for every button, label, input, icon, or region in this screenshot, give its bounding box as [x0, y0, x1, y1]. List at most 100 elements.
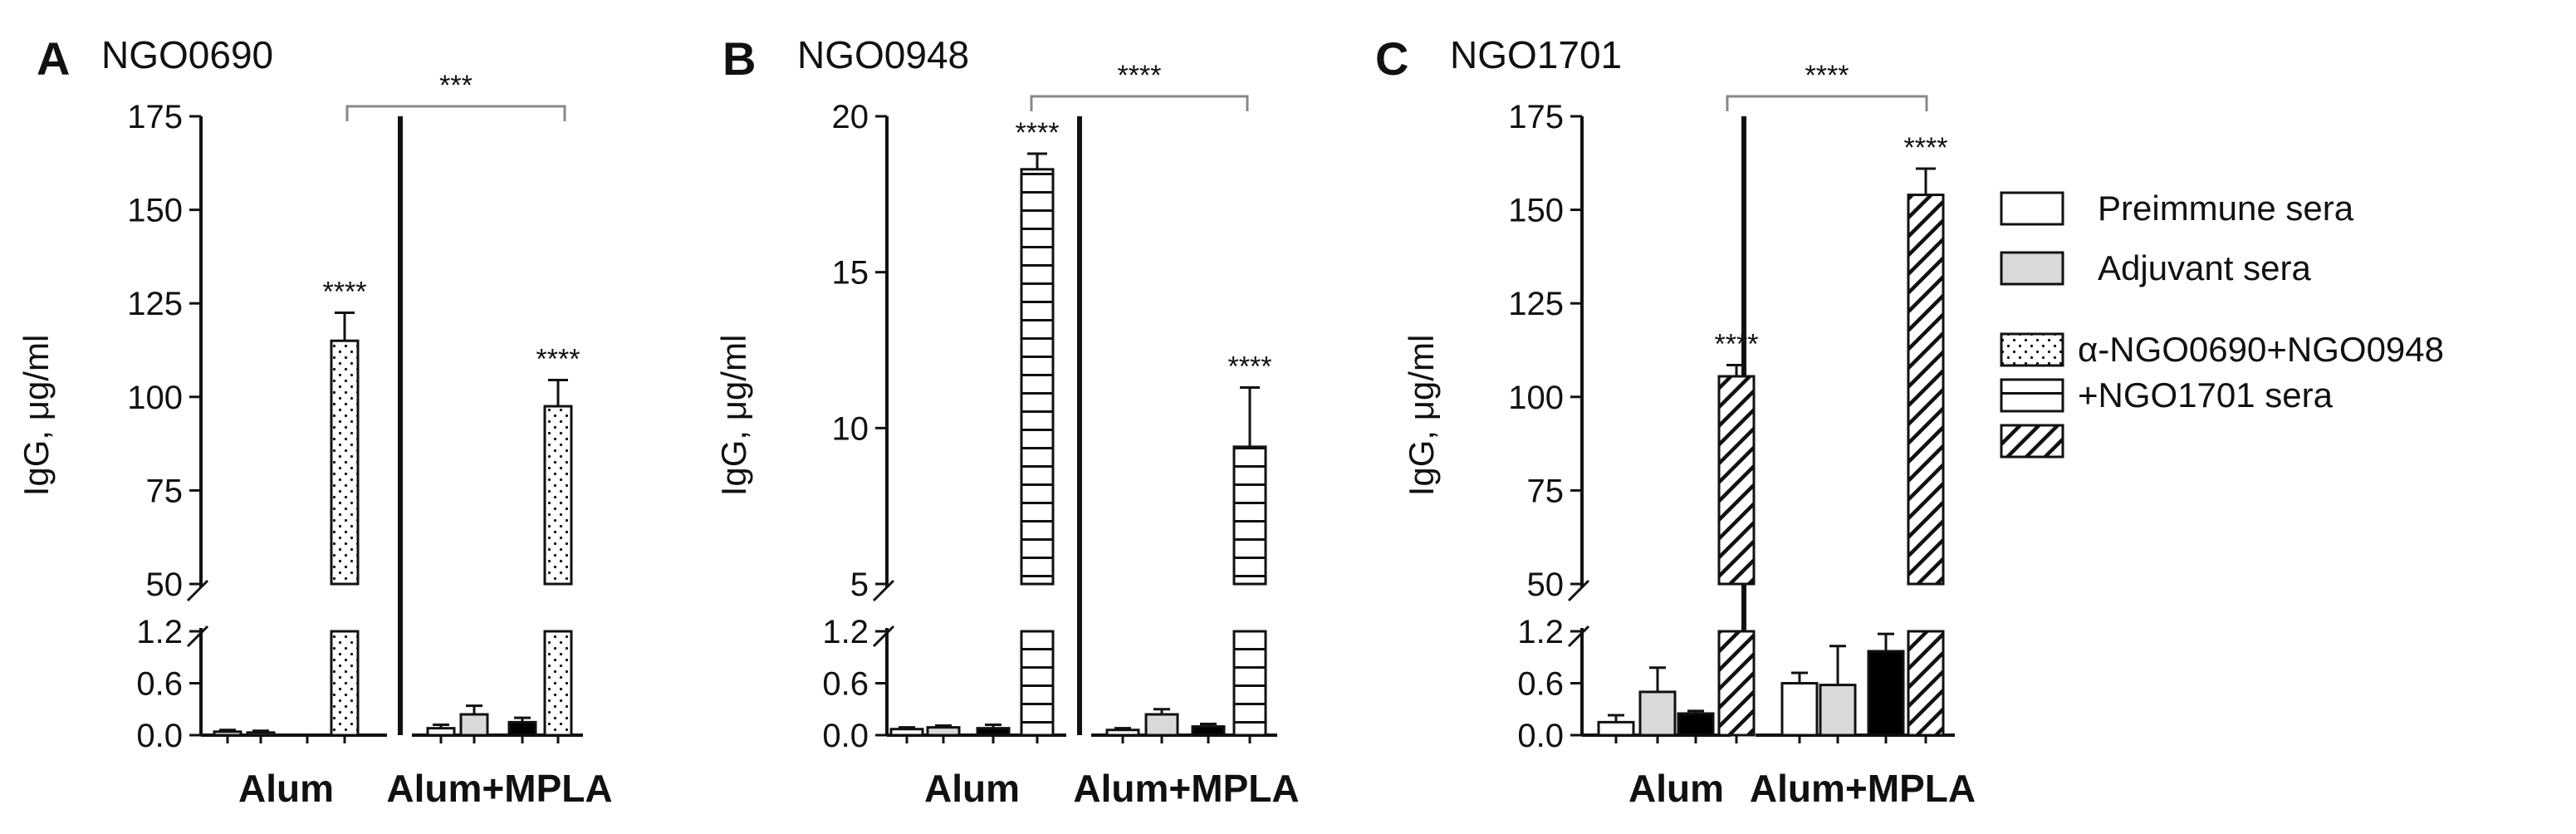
- legend-swatch: [2000, 424, 2064, 459]
- bar: [1191, 725, 1226, 737]
- bar: [1780, 682, 1819, 737]
- bar: [543, 405, 573, 586]
- panel-title: NGO0948: [797, 33, 969, 76]
- legend-item: [2000, 424, 2064, 459]
- significance-bracket: [345, 105, 566, 121]
- panel-letter: C: [1375, 32, 1408, 85]
- panel-letter: B: [722, 32, 756, 85]
- chart-panel-B: B NGO0948 IgG, μg/ml 5 10 15 20 0.0 0.6 1.2 Alum Al…: [714, 32, 1300, 810]
- y-tick-label: 0.6: [1517, 666, 1564, 703]
- bar: [1907, 630, 1945, 737]
- y-tick-label: 0.0: [136, 718, 183, 754]
- y-tick-label: 15: [832, 255, 869, 292]
- legend-swatch: [2000, 191, 2064, 226]
- chart-panels: A NGO0690 IgG, μg/ml 50 75 100 125 150 175 0.0 0.6…: [17, 32, 1976, 810]
- y-tick-label: 1.2: [136, 614, 183, 650]
- y-tick-label: 1.2: [1517, 614, 1564, 650]
- axis-break-mark: [186, 579, 209, 602]
- significance-label: ****: [323, 276, 367, 307]
- bar: [1105, 729, 1140, 737]
- y-tick-label: 0.0: [1517, 718, 1564, 754]
- y-tick-label: 0.0: [822, 718, 869, 754]
- y-tick-label: 20: [832, 99, 869, 135]
- x-category-label: Alum+MPLA: [386, 767, 612, 810]
- chart-panel-A: A NGO0690 IgG, μg/ml 50 75 100 125 150 175 0.0 0.6…: [17, 32, 613, 810]
- legend-item: α-NGO0690+NGO0948: [2000, 330, 2444, 369]
- significance-label: ****: [1228, 351, 1272, 383]
- y-tick-label: 75: [1527, 473, 1565, 509]
- axis-break-mark: [186, 625, 209, 648]
- bar: [1597, 720, 1635, 737]
- y-axis-title: IgG, μg/ml: [1402, 335, 1441, 497]
- bar: [1232, 630, 1267, 737]
- y-tick-label: 100: [127, 380, 183, 416]
- x-category-label: Alum: [924, 767, 1020, 810]
- significance-bracket: [1726, 95, 1928, 111]
- y-tick-label: 125: [127, 286, 183, 322]
- x-category-label: Alum+MPLA: [1073, 767, 1299, 810]
- bar: [1819, 684, 1857, 737]
- y-tick-label: 0.6: [136, 666, 183, 703]
- bar: [543, 630, 573, 737]
- bar: [1867, 650, 1905, 737]
- bar: [1020, 168, 1055, 586]
- y-tick-label: 100: [1508, 380, 1564, 416]
- legend-label: +NGO1701 sera: [2078, 375, 2334, 415]
- chart-panel-C: C NGO1701 IgG, μg/ml 50 75 100 125 150 175 0.0 0.6…: [1375, 32, 1976, 810]
- y-tick-label: 1.2: [822, 614, 869, 650]
- y-tick-label: 125: [1508, 286, 1564, 322]
- bar: [976, 727, 1011, 737]
- x-category-label: Alum+MPLA: [1750, 767, 1976, 810]
- axis-break-mark: [1567, 625, 1590, 648]
- y-tick-label: 150: [1508, 193, 1564, 229]
- panel-letter: A: [37, 32, 70, 85]
- legend-swatch: [2000, 332, 2064, 367]
- y-axis-title: IgG, μg/ml: [17, 335, 56, 497]
- bar: [330, 630, 360, 737]
- legend-swatch: [2000, 378, 2064, 413]
- axis-break-mark: [872, 625, 895, 648]
- bar: [330, 339, 360, 586]
- bar: [1907, 194, 1945, 586]
- panel-title: NGO0690: [101, 33, 273, 76]
- y-tick-label: 75: [146, 473, 184, 509]
- bar: [213, 730, 242, 737]
- legend-item: Adjuvant sera: [2000, 248, 2311, 287]
- bar: [1717, 630, 1756, 737]
- bracket-significance-label: ****: [1118, 60, 1162, 91]
- y-tick-label: 0.6: [822, 666, 869, 703]
- bracket-significance-label: ***: [439, 70, 473, 101]
- legend: Preimmune sera Adjuvant sera α-NGO0690+NGO…: [2000, 189, 2444, 459]
- legend-item: +NGO1701 sera: [2000, 375, 2334, 415]
- panel-title: NGO1701: [1450, 33, 1622, 76]
- significance-label: ****: [536, 344, 580, 375]
- bar: [1717, 375, 1756, 586]
- y-axis-title: IgG, μg/ml: [714, 335, 753, 497]
- bar: [246, 731, 276, 737]
- y-tick-label: 5: [850, 567, 869, 603]
- bar: [1638, 690, 1677, 737]
- axis-break-mark: [872, 579, 895, 602]
- significance-bracket: [1030, 95, 1249, 111]
- bar: [1232, 445, 1267, 586]
- bar: [926, 726, 961, 737]
- bar: [1677, 712, 1715, 737]
- axis-break-mark: [1567, 579, 1590, 602]
- y-tick-label: 50: [146, 567, 184, 603]
- legend-label: α-NGO0690+NGO0948: [2078, 330, 2444, 369]
- legend-label: Adjuvant sera: [2098, 248, 2311, 287]
- bar: [889, 728, 924, 737]
- y-tick-label: 175: [127, 99, 183, 135]
- bar: [1144, 713, 1179, 737]
- legend-swatch: [2000, 251, 2064, 286]
- significance-label: ****: [1715, 329, 1759, 361]
- y-tick-label: 50: [1527, 567, 1565, 603]
- y-tick-label: 175: [1508, 99, 1564, 135]
- significance-label: ****: [1904, 132, 1948, 164]
- bar: [507, 720, 537, 737]
- y-tick-label: 10: [832, 410, 869, 447]
- y-tick-label: 150: [127, 193, 183, 229]
- bar: [1020, 630, 1055, 737]
- legend-label: Preimmune sera: [2098, 189, 2354, 228]
